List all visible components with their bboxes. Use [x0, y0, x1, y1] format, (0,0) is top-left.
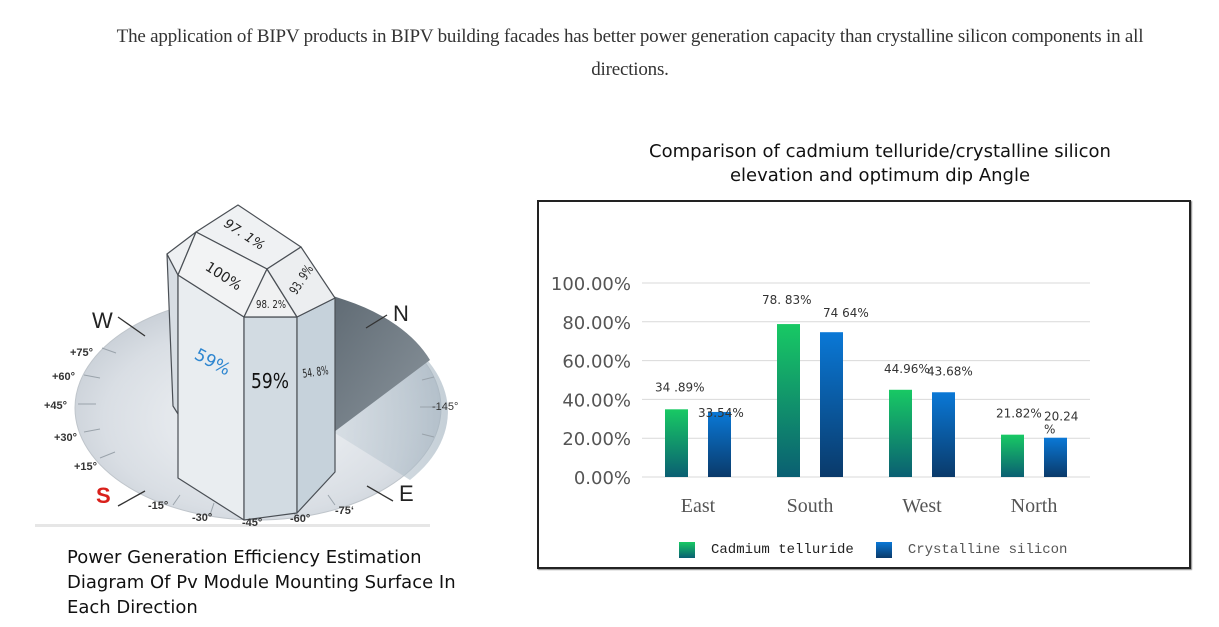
x-tick-labels: East South West North [681, 495, 1058, 517]
headline: The application of BIPV products in BIPV… [60, 20, 1200, 86]
diagram-caption-line-1: Power Generation Efficiency Estimation [67, 547, 422, 568]
compass-n: N [393, 301, 409, 326]
roof-east [266, 246, 336, 318]
angle-p60: +60° [52, 371, 75, 383]
x-tick-label: West [902, 495, 942, 517]
data-label: 74 64% [823, 306, 869, 320]
compass-pointers [117, 314, 394, 507]
compass-s: S [96, 483, 111, 508]
diagram-caption-line-3: Each Direction [67, 597, 198, 618]
y-tick-label: 60.00% [562, 352, 631, 373]
x-tick-label: East [681, 495, 716, 517]
data-labels: 34 .89% 33.54% 78. 83% 74 64% 44.96%43.68% 21… [655, 293, 1078, 437]
angle-m30: -30° [192, 512, 212, 524]
bar-north-crystalline [1044, 437, 1067, 477]
data-label: 44.96% [884, 362, 930, 376]
x-tick-label: North [1011, 495, 1058, 517]
building-shadow [330, 295, 430, 435]
headline-line-1: The application of BIPV products in BIPV… [116, 26, 1144, 47]
chart-title: Comparison of cadmium telluride/crystall… [600, 140, 1160, 188]
orientation-diagram: 97. 1% 100% 98. 2% 93. 9% 59% 59% 54. 8%… [30, 200, 490, 540]
bar-east-crystalline [708, 411, 731, 477]
orientation-diagram-svg: 97. 1% 100% 98. 2% 93. 9% 59% 59% 54. 8%… [35, 204, 458, 529]
bar-west-crystalline [932, 392, 955, 477]
chart-title-line-2: elevation and optimum dip Angle [729, 165, 1031, 186]
angle-p75: +75° [70, 347, 93, 359]
angle-labels: +75° +60° +45° +30° +15° -15° -30° -45° … [44, 347, 458, 529]
chart-frame: 0.00% 20.00% 40.00% 60.00% 80.00% 100.00% 34 … [537, 200, 1191, 569]
angle-p30: +30° [54, 432, 77, 444]
bar-chart: 0.00% 20.00% 40.00% 60.00% 80.00% 100.00% 34 … [551, 274, 1090, 517]
legend-swatch-cadmium [679, 542, 695, 558]
data-label: 21.82% [996, 407, 1042, 421]
bars [665, 324, 1067, 477]
floor-line [35, 524, 430, 527]
data-label: 78. 83% [762, 293, 812, 307]
legend-swatch-crystalline [875, 542, 892, 558]
data-label: 33.54% [698, 406, 744, 420]
data-label: 20.24% [1044, 410, 1078, 437]
diagram-caption-line-2: Diagram Of Pv Module Mounting Surface In [67, 572, 456, 593]
face-value-roof-south: 98. 2% [256, 298, 286, 311]
y-tick-labels: 0.00% 20.00% 40.00% 60.00% 80.00% 100.00% [551, 274, 631, 489]
bar-south-cadmium [777, 324, 800, 477]
data-label: 43.68% [927, 364, 973, 378]
bar-east-cadmium [665, 409, 688, 477]
wall-south [243, 316, 298, 521]
angle-p45: +45° [44, 400, 67, 412]
angle-m15: -15° [148, 500, 168, 512]
bar-north-cadmium [1001, 434, 1024, 477]
face-value-wall-south: 59% [251, 369, 289, 393]
angle-m75: -75‘ [335, 505, 354, 517]
diagram-caption: Power Generation Efficiency Estimation D… [67, 545, 487, 620]
y-tick-label: 80.00% [562, 313, 631, 334]
angle-p15: +15° [74, 461, 97, 473]
y-tick-label: 40.00% [562, 390, 631, 411]
legend: Cadmium telluride Crystalline silicon [679, 542, 1089, 558]
data-label: 34 .89% [655, 380, 705, 394]
legend-label-cadmium: Cadmium telluride [711, 542, 854, 558]
chart-title-line-1: Comparison of cadmium telluride/crystall… [649, 141, 1111, 162]
legend-item-crystalline[interactable]: Crystalline silicon [875, 542, 1068, 558]
y-tick-label: 20.00% [562, 429, 631, 450]
legend-item-cadmium[interactable]: Cadmium telluride [679, 542, 854, 558]
wall-west [177, 274, 245, 521]
compass-w: W [92, 308, 113, 333]
bar-west-cadmium [889, 389, 912, 477]
angle-m145: -145° [432, 401, 458, 413]
y-tick-label: 100.00% [551, 274, 631, 295]
angle-m60: -60° [290, 513, 310, 525]
face-value-wall-east: 54. 8% [302, 363, 330, 380]
angle-m45: -45° [242, 517, 262, 529]
building [166, 204, 336, 521]
grid-lines [642, 282, 1090, 478]
x-tick-label: South [787, 495, 834, 517]
compass-e: E [399, 481, 414, 506]
headline-line-2: directions. [591, 59, 669, 80]
y-tick-label: 0.00% [574, 468, 631, 489]
legend-label-crystalline: Crystalline silicon [907, 542, 1068, 558]
bar-south-crystalline [820, 332, 843, 477]
